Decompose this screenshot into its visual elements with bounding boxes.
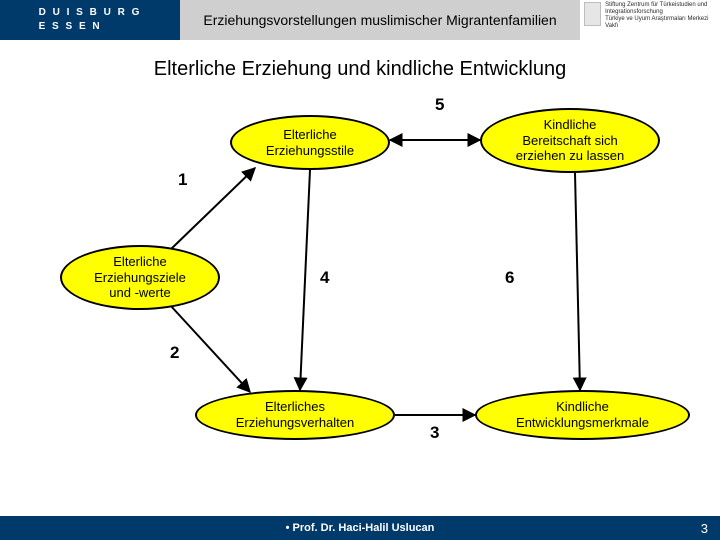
node-entwick: Kindliche Entwicklungsmerkmale bbox=[475, 390, 690, 440]
slide-subtitle: Elterliche Erziehung und kindliche Entwi… bbox=[0, 58, 720, 81]
partner-logo-icon bbox=[584, 2, 601, 26]
partner-logo: Stiftung Zentrum für Türkeistudien und I… bbox=[580, 0, 720, 40]
university-logo: D U I S B U R G E S S E N bbox=[0, 0, 180, 40]
partner-logo-text: Stiftung Zentrum für Türkeistudien und I… bbox=[605, 2, 716, 30]
edge-number: 3 bbox=[430, 423, 439, 443]
edge-number: 2 bbox=[170, 343, 179, 363]
node-stile: Elterliche Erziehungsstile bbox=[230, 115, 390, 170]
footer-author-text: Prof. Dr. Haci-Halil Uslucan bbox=[293, 522, 435, 534]
logo-text: D U I S B U R G E S S E N bbox=[39, 6, 142, 34]
edge-number: 5 bbox=[435, 95, 444, 115]
node-bereit: Kindliche Bereitschaft sich erziehen zu … bbox=[480, 108, 660, 173]
footer: • Prof. Dr. Haci-Halil Uslucan 3 bbox=[0, 516, 720, 540]
footer-author: • Prof. Dr. Haci-Halil Uslucan bbox=[40, 522, 680, 534]
edge bbox=[575, 173, 580, 390]
edge-number: 4 bbox=[320, 268, 329, 288]
header-title: Erziehungsvorstellungen muslimischer Mig… bbox=[180, 0, 580, 40]
header: D U I S B U R G E S S E N Erziehungsvors… bbox=[0, 0, 720, 40]
slide: D U I S B U R G E S S E N Erziehungsvors… bbox=[0, 0, 720, 540]
page-number: 3 bbox=[680, 521, 720, 536]
edge-number: 1 bbox=[178, 170, 187, 190]
node-verhalten: Elterliches Erziehungsverhalten bbox=[195, 390, 395, 440]
edge bbox=[300, 170, 310, 390]
bullet-icon: • bbox=[286, 522, 293, 534]
diagram-area: Elterliche Erziehungsstile Kindliche Bere… bbox=[0, 90, 720, 490]
edge bbox=[170, 305, 250, 392]
node-ziele: Elterliche Erziehungsziele und -werte bbox=[60, 245, 220, 310]
edge-number: 6 bbox=[505, 268, 514, 288]
